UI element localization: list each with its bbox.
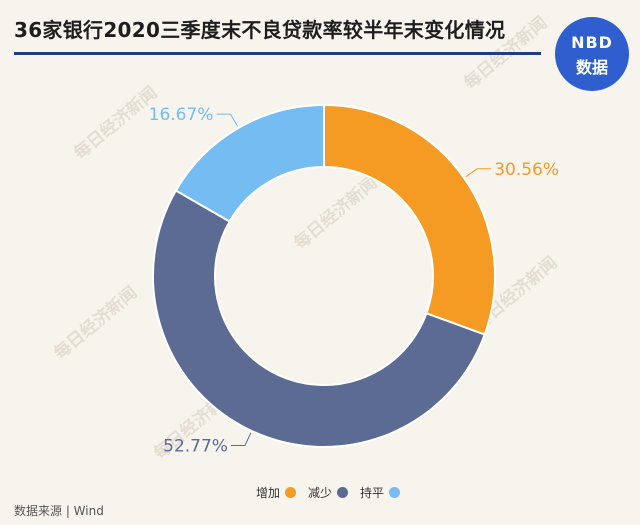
chart-title: 36家银行2020三季度末不良贷款率较半年末变化情况: [14, 18, 506, 42]
title-underline: [14, 52, 541, 55]
slice-flat: [174, 103, 325, 223]
legend-label-flat: 持平: [360, 486, 385, 500]
leader-line-increase: [465, 168, 492, 178]
watermark-text: 每日经济新闻: [70, 82, 162, 164]
leader-line-decrease: [230, 432, 252, 446]
legend-item-flat: 持平: [360, 484, 401, 501]
chart-legend: 增加 减少 持平: [256, 484, 412, 501]
nbd-data-logo: NBD 数据: [555, 17, 629, 91]
watermark-text: 每日经济新闻: [50, 282, 142, 364]
slice-decrease: [152, 189, 486, 448]
legend-item-increase: 增加: [256, 484, 297, 501]
data-source: 数据来源 | Wind: [14, 504, 104, 518]
logo-text-nbd: NBD: [571, 33, 613, 52]
legend-swatch-decrease: [337, 487, 349, 498]
data-label-increase: 30.56%: [494, 160, 559, 180]
watermark-text: 每日经济新闻: [290, 172, 382, 254]
leader-line-flat: [216, 113, 238, 127]
data-label-flat: 16.67%: [149, 105, 214, 125]
legend-swatch-increase: [285, 487, 297, 498]
logo-text-data: 数据: [575, 58, 608, 77]
slice-increase: [323, 103, 496, 336]
legend-swatch-flat: [389, 487, 401, 498]
data-label-decrease: 52.77%: [163, 436, 228, 456]
legend-label-increase: 增加: [256, 486, 281, 500]
legend-label-decrease: 减少: [308, 486, 333, 500]
legend-item-decrease: 减少: [308, 484, 349, 501]
